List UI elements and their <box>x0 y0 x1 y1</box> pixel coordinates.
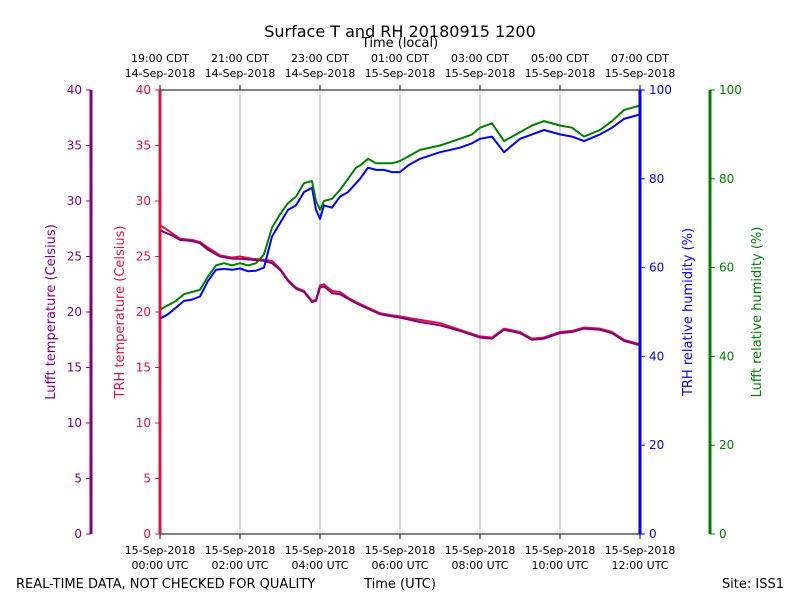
y-tick-label: 10 <box>136 416 151 430</box>
y-tick-label: 20 <box>67 305 82 319</box>
top-axis-label: Time (local) <box>361 36 438 51</box>
y-tick-label: 20 <box>136 305 151 319</box>
top-tick-date: 14-Sep-2018 <box>125 67 196 80</box>
y-tick-label: 35 <box>67 139 82 153</box>
bottom-tick-date: 15-Sep-2018 <box>445 544 516 557</box>
bottom-tick-date: 15-Sep-2018 <box>525 544 596 557</box>
top-tick-date: 14-Sep-2018 <box>205 67 276 80</box>
top-tick-date: 14-Sep-2018 <box>285 67 356 80</box>
y-tick-label: 20 <box>649 438 664 452</box>
y-tick-label: 10 <box>67 416 82 430</box>
bottom-tick-date: 15-Sep-2018 <box>205 544 276 557</box>
axis-title: TRH relative humidity (%) <box>681 228 696 397</box>
top-tick-date: 15-Sep-2018 <box>525 67 596 80</box>
y-tick-label: 100 <box>649 83 672 97</box>
bottom-tick-time: 08:00 UTC <box>451 559 508 572</box>
bottom-tick-date: 15-Sep-2018 <box>605 544 676 557</box>
top-tick-date: 15-Sep-2018 <box>365 67 436 80</box>
y-tick-label: 60 <box>719 261 734 275</box>
top-tick-time: 05:00 CDT <box>531 52 589 65</box>
y-tick-label: 40 <box>67 83 82 97</box>
y-tick-label: 40 <box>136 83 151 97</box>
bottom-tick-date: 15-Sep-2018 <box>365 544 436 557</box>
top-tick-time: 23:00 CDT <box>291 52 349 65</box>
plot-area <box>159 89 641 535</box>
top-tick-date: 15-Sep-2018 <box>445 67 516 80</box>
y-tick-label: 25 <box>67 250 82 264</box>
top-tick-time: 07:00 CDT <box>611 52 669 65</box>
axis-lufft_temp: 0 5 10 15 20 25 30 35 40 Lufft temperature (Celsi… <box>44 83 93 541</box>
y-tick-label: 60 <box>649 261 664 275</box>
footer-quality-note: REAL-TIME DATA, NOT CHECKED FOR QUALITY <box>16 577 315 592</box>
y-tick-label: 25 <box>136 250 151 264</box>
y-tick-label: 35 <box>136 139 151 153</box>
top-tick-time: 01:00 CDT <box>371 52 429 65</box>
y-tick-label: 0 <box>74 527 82 541</box>
y-tick-label: 30 <box>136 194 151 208</box>
axis-title: Lufft relative humidity (%) <box>750 227 765 398</box>
bottom-tick-time: 10:00 UTC <box>531 559 588 572</box>
bottom-tick-time: 04:00 UTC <box>291 559 348 572</box>
y-tick-label: 5 <box>74 472 82 486</box>
top-tick-date: 15-Sep-2018 <box>605 67 676 80</box>
footer-site: Site: ISS1 <box>722 577 784 592</box>
y-tick-label: 80 <box>649 172 664 186</box>
grid-lines <box>239 90 561 534</box>
y-tick-label: 15 <box>136 361 151 375</box>
bottom-tick-time: 00:00 UTC <box>131 559 188 572</box>
bottom-tick-time: 02:00 UTC <box>211 559 268 572</box>
y-tick-label: 0 <box>143 527 151 541</box>
y-tick-label: 100 <box>719 83 742 97</box>
y-tick-label: 40 <box>719 349 734 363</box>
y-tick-label: 40 <box>649 349 664 363</box>
y-tick-label: 5 <box>143 472 151 486</box>
axis-title: TRH temperature (Celsius) <box>113 226 128 400</box>
axis-title: Lufft temperature (Celsius) <box>44 224 59 400</box>
top-tick-time: 03:00 CDT <box>451 52 509 65</box>
y-tick-label: 20 <box>719 438 734 452</box>
series-line-trh_temp <box>159 224 641 346</box>
bottom-axis-label: Time (UTC) <box>363 577 436 592</box>
bottom-tick-date: 15-Sep-2018 <box>125 544 196 557</box>
axis-trh_rh: 0 20 40 60 80 100 TRH relative humidity (%) <box>638 83 696 541</box>
series-line-lufft_rh <box>159 104 641 311</box>
chart-title: Surface T and RH 20180915 1200 <box>264 22 536 41</box>
series-lines <box>159 104 641 347</box>
series-line-trh_rh <box>159 113 641 320</box>
bottom-tick-time: 12:00 UTC <box>611 559 668 572</box>
y-tick-label: 30 <box>67 194 82 208</box>
y-tick-label: 80 <box>719 172 734 186</box>
axis-lufft_rh: 0 20 40 60 80 100 Lufft relative humidity (%) <box>708 83 765 541</box>
axes: 15-Sep-2018 00:00 UTC 15-Sep-2018 02:00 UTC… <box>44 52 765 572</box>
y-tick-label: 0 <box>719 527 727 541</box>
axis-trh_temp: 0 5 10 15 20 25 30 35 40 TRH temperature (Celsius… <box>113 83 162 541</box>
top-tick-time: 19:00 CDT <box>131 52 189 65</box>
y-tick-label: 15 <box>67 361 82 375</box>
series-line-lufft_temp <box>159 229 641 347</box>
bottom-tick-date: 15-Sep-2018 <box>285 544 356 557</box>
y-tick-label: 0 <box>649 527 657 541</box>
bottom-tick-time: 06:00 UTC <box>371 559 428 572</box>
top-tick-time: 21:00 CDT <box>211 52 269 65</box>
